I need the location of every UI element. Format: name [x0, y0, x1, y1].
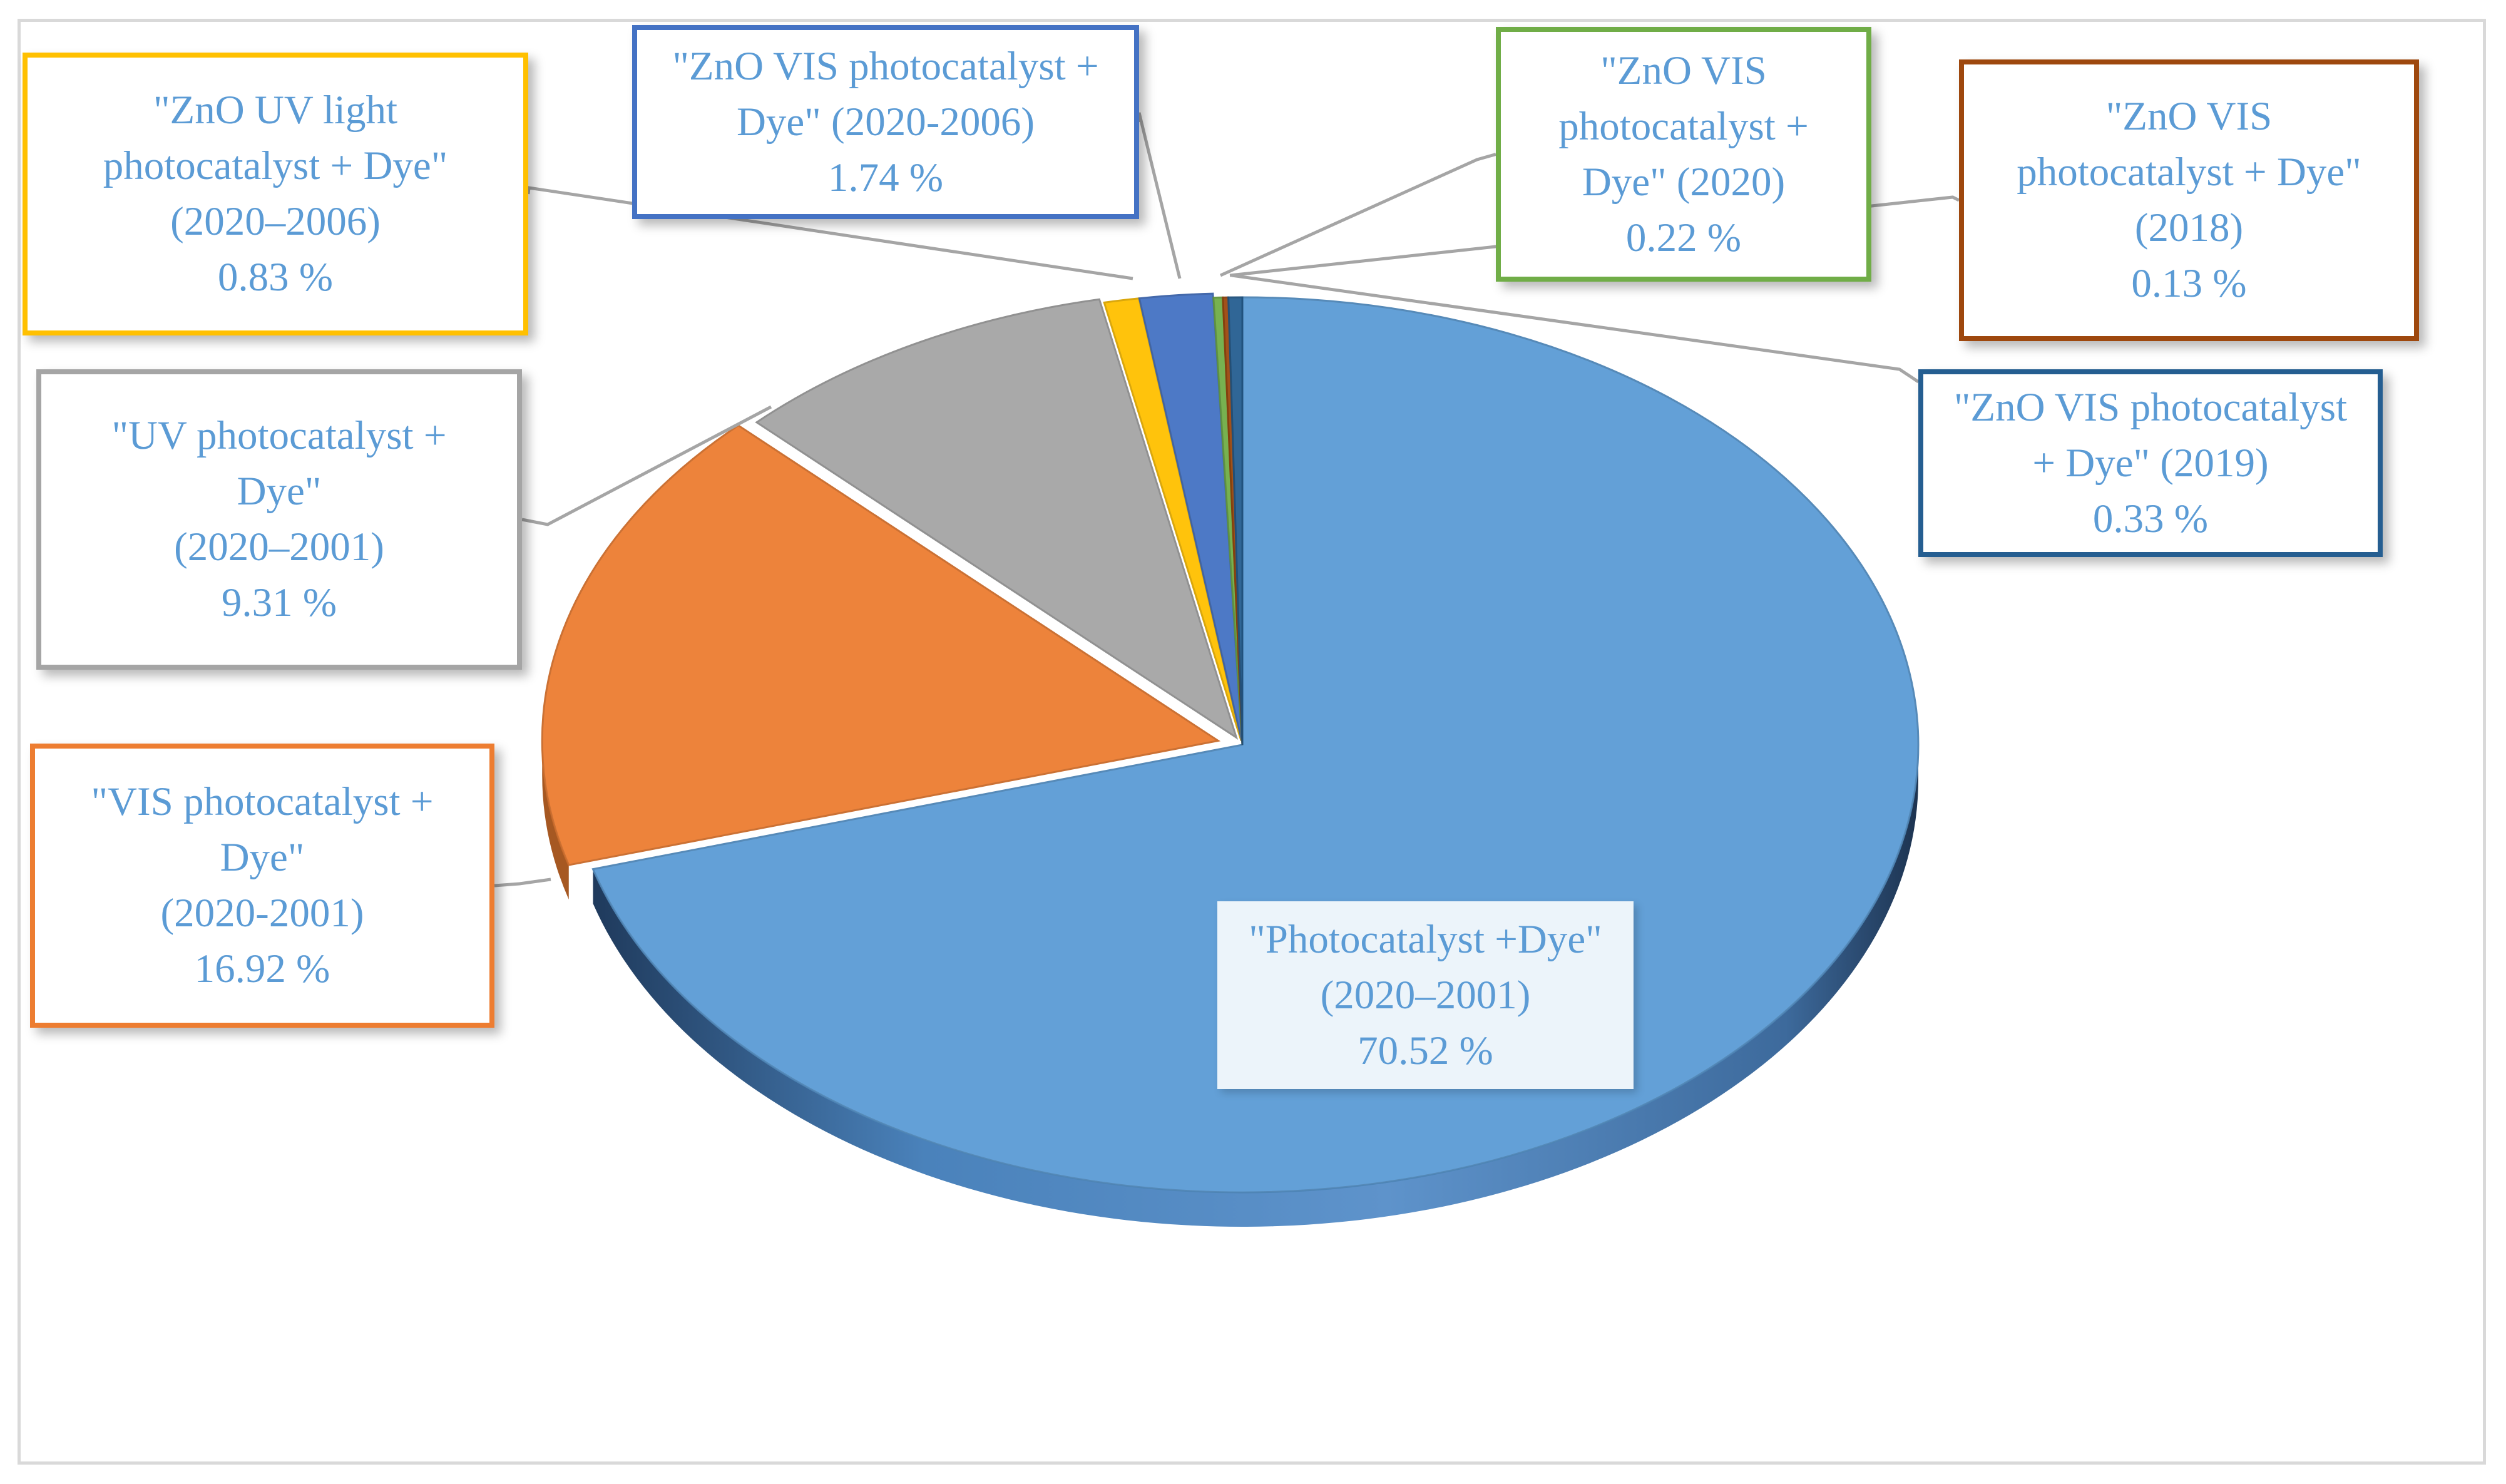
pie-slice-7	[1227, 296, 1244, 745]
data-label-line: "ZnO VIS photocatalyst	[1953, 384, 2348, 430]
data-label-4: "ZnO VIS photocatalyst + Dye" (2020-2006)…	[632, 25, 1139, 219]
data-label-line: "ZnO UV light	[153, 88, 398, 133]
data-label-0: "Photocatalyst +Dye" (2020–2001) 70.52 %	[1217, 901, 1634, 1089]
data-label-line: Dye"	[237, 469, 322, 514]
leader-line-5	[1219, 153, 1496, 277]
data-label-line: (2018)	[2134, 205, 2244, 250]
data-label-line: 0.22 %	[1625, 215, 1742, 260]
leader-line-1	[494, 878, 551, 888]
pie-slice-4	[1138, 292, 1243, 741]
data-label-line: "UV photocatalyst +	[111, 413, 447, 458]
data-label-6: "ZnO VIS photocatalyst + Dye" (2018) 0.13 %	[1959, 59, 2419, 341]
data-label-line: photocatalyst +	[1558, 103, 1809, 149]
data-label-line: 70.52 %	[1358, 1028, 1493, 1073]
data-label-line: "ZnO VIS	[2105, 94, 2273, 139]
data-label-line: Dye" (2020-2006)	[736, 99, 1035, 145]
data-label-line: + Dye" (2019)	[2032, 440, 2269, 486]
data-label-7: "ZnO VIS photocatalyst + Dye" (2019) 0.33 …	[1918, 369, 2383, 557]
data-label-line: Dye"	[220, 835, 305, 880]
data-label-line: photocatalyst + Dye"	[2017, 150, 2361, 195]
chart-frame	[18, 19, 2486, 1465]
pie-side-1	[542, 740, 569, 900]
data-label-3: "ZnO UV light photocatalyst + Dye" (2020–2…	[23, 53, 528, 335]
data-label-line: 0.83 %	[217, 255, 334, 300]
data-label-line: 1.74 %	[827, 155, 944, 200]
leader-line-3	[526, 186, 1133, 280]
leader-line-7	[1231, 274, 1920, 384]
data-label-line: (2020–2001)	[174, 525, 384, 570]
data-label-5: "ZnO VIS photocatalyst + Dye" (2020) 0.22 %	[1496, 27, 1871, 282]
data-label-line: 9.31 %	[221, 580, 337, 625]
data-label-line: "ZnO VIS photocatalyst +	[672, 43, 1099, 89]
data-label-line: "VIS photocatalyst +	[91, 779, 434, 824]
pie-slice-1	[541, 424, 1221, 866]
data-label-line: 16.92 %	[194, 946, 330, 991]
data-label-2: "UV photocatalyst + Dye" (2020–2001) 9.31 %	[36, 369, 522, 670]
data-label-line: "Photocatalyst +Dye"	[1249, 916, 1602, 962]
leader-line-6	[1229, 195, 1960, 277]
data-label-line: (2020–2001)	[1320, 972, 1531, 1018]
data-label-1: "VIS photocatalyst + Dye" (2020-2001) 16.92…	[30, 744, 494, 1028]
data-label-line: photocatalyst + Dye"	[103, 143, 448, 188]
leader-line-4	[1137, 112, 1182, 279]
data-label-line: (2020–2006)	[170, 199, 381, 244]
data-label-line: (2020-2001)	[160, 891, 364, 936]
data-label-line: Dye" (2020)	[1582, 159, 1786, 205]
leader-line-2	[521, 405, 772, 526]
data-label-line: 0.33 %	[2092, 496, 2209, 541]
data-label-line: "ZnO VIS	[1600, 48, 1767, 93]
pie-slice-2	[755, 298, 1239, 740]
data-label-line: 0.13 %	[2131, 261, 2247, 306]
